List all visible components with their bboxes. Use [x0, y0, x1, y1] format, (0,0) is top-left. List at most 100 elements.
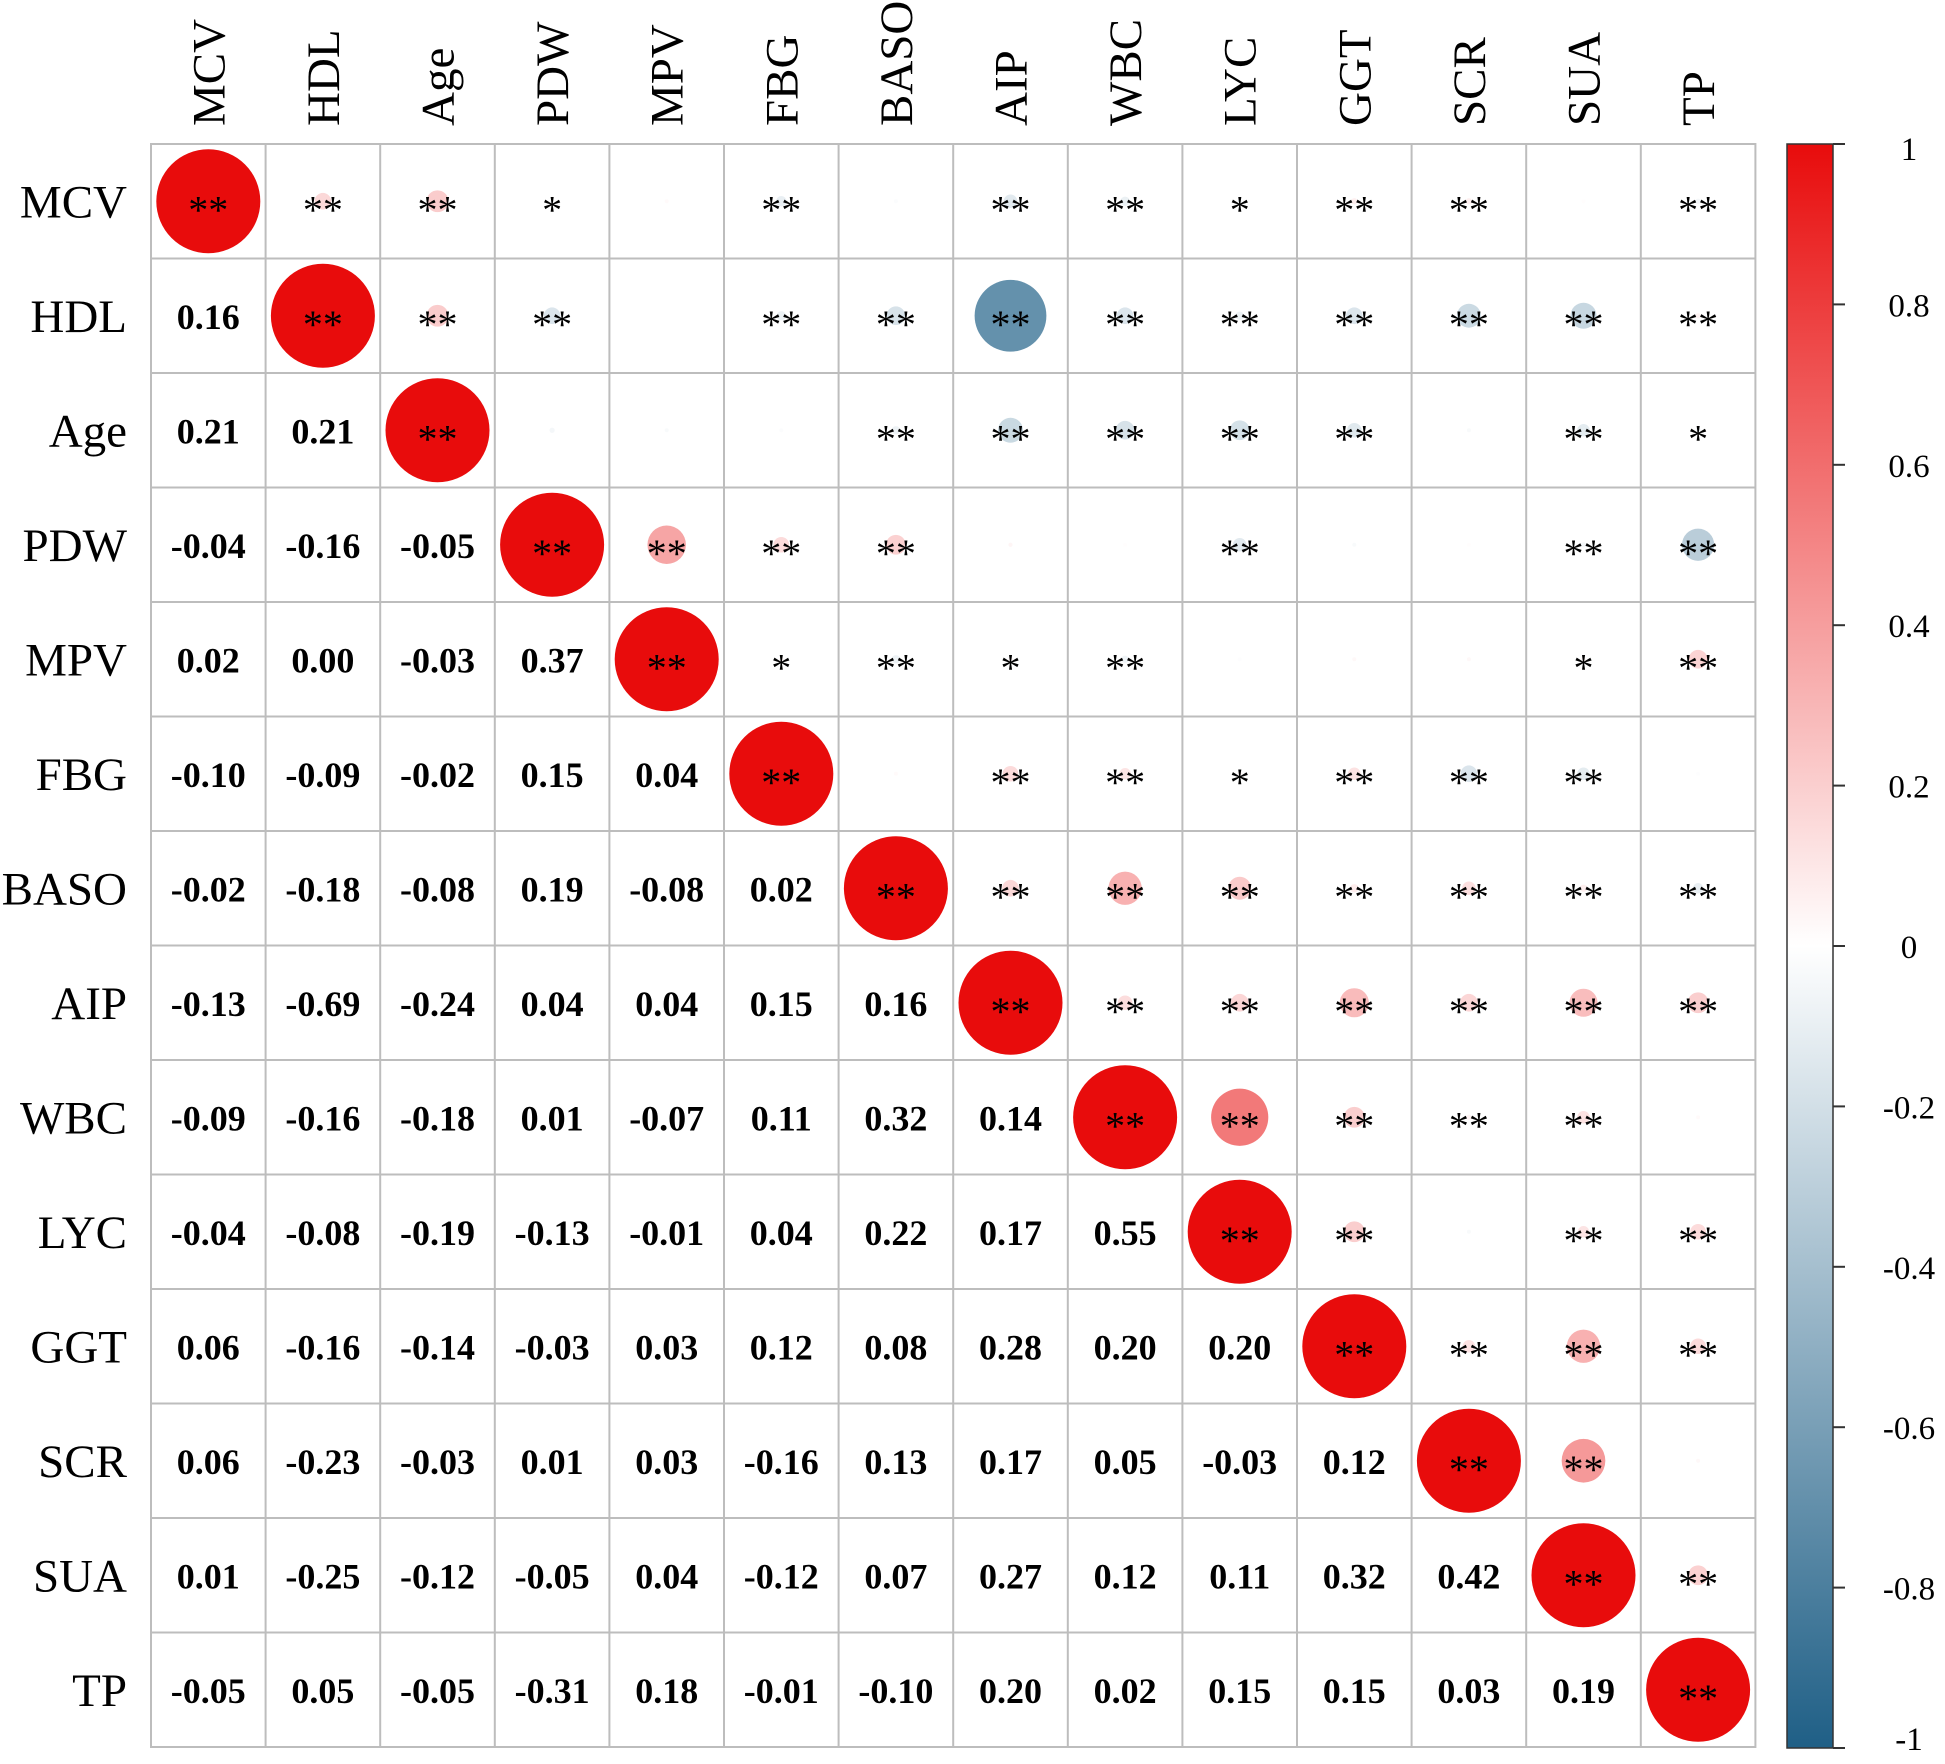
significance-marker: ** [1105, 416, 1145, 461]
correlation-circle [1352, 542, 1357, 547]
correlation-circle [426, 304, 449, 327]
correlation-circle [664, 313, 669, 318]
significance-marker: ** [1564, 760, 1604, 805]
correlation-value: -0.69 [285, 984, 360, 1024]
correlation-circle [1577, 424, 1590, 437]
correlation-value: -0.14 [400, 1327, 475, 1367]
correlation-value: 0.03 [635, 1327, 698, 1367]
correlation-circle [1302, 1294, 1407, 1399]
row-label: Age [49, 405, 127, 457]
colorbar-tick-label: -1 [1895, 1722, 1923, 1758]
column-label: FBG [756, 35, 808, 126]
significance-marker: ** [1220, 531, 1260, 576]
significance-marker: ** [1564, 1447, 1604, 1492]
column-label: Age [413, 48, 465, 126]
correlation-value: -0.24 [400, 984, 475, 1024]
significance-marker: ** [1678, 874, 1718, 919]
colorbar: 1 0.8 0.6 0.4 0.2 0 -0.2 -0.4 -0.6 -0.8 -1 [1786, 132, 1935, 1758]
correlation-circle [1577, 1111, 1590, 1124]
correlation-circle [1350, 884, 1359, 893]
column-label: HDL [298, 29, 350, 126]
colorbar-tick-label: 0.6 [1888, 449, 1929, 485]
correlation-circle [1347, 422, 1362, 438]
correlation-value: 0.01 [521, 1098, 584, 1138]
correlation-circle [1460, 993, 1478, 1012]
correlation-circle [891, 426, 901, 435]
correlation-circle [426, 190, 449, 213]
correlation-value: 0.11 [751, 1098, 812, 1138]
column-label: TP [1673, 71, 1725, 126]
correlation-circle [1008, 657, 1013, 662]
correlation-circle [647, 525, 686, 564]
significance-marker: ** [532, 531, 572, 576]
correlation-value: 0.04 [635, 1556, 698, 1596]
correlation-value: 0.11 [1209, 1556, 1270, 1596]
correlation-circle [1002, 765, 1019, 782]
correlation-value: -0.13 [515, 1213, 590, 1253]
correlation-circle [1566, 1329, 1601, 1363]
correlation-circle [1352, 657, 1357, 662]
correlation-value: 0.21 [291, 411, 354, 451]
correlation-circle [1228, 876, 1252, 900]
correlation-circle [886, 534, 906, 555]
correlation-value: -0.16 [285, 1327, 360, 1367]
correlation-value: 0.22 [864, 1213, 927, 1253]
correlation-circle [664, 199, 669, 204]
correlation-value: -0.18 [285, 869, 360, 909]
significance-marker: ** [1449, 1103, 1489, 1148]
significance-marker: ** [991, 416, 1031, 461]
correlation-value: -0.01 [744, 1671, 819, 1711]
correlation-circle [1121, 655, 1129, 663]
significance-marker: ** [1564, 989, 1604, 1034]
correlation-value: 0.02 [177, 640, 240, 680]
correlation-circle [1115, 420, 1135, 440]
correlation-value: -0.18 [400, 1098, 475, 1138]
significance-marker: ** [1105, 302, 1145, 347]
significance-marker: ** [188, 187, 228, 232]
significance-marker: ** [1334, 989, 1374, 1034]
correlation-value: 0.28 [979, 1327, 1042, 1367]
correlation-value: 0.04 [635, 755, 698, 795]
correlation-circle [998, 417, 1023, 443]
correlation-value: 0.12 [1094, 1556, 1157, 1596]
matrix-grid [150, 143, 1757, 1748]
correlation-circle [549, 427, 555, 433]
correlation-circle [1229, 420, 1250, 441]
correlation-value: 0.02 [750, 869, 813, 909]
row-label: AIP [51, 978, 127, 1030]
significance-marker: ** [1220, 874, 1260, 919]
correlation-value: 0.08 [864, 1327, 927, 1367]
correlation-value: 0.06 [177, 1327, 240, 1367]
correlation-circle [1230, 993, 1249, 1012]
correlation-circle [1687, 992, 1709, 1014]
correlation-circle [1577, 1226, 1590, 1238]
significance-marker: ** [876, 645, 916, 690]
correlation-circle [1237, 657, 1242, 662]
colorbar-tick-label: -0.4 [1883, 1251, 1935, 1287]
correlation-circle [314, 192, 332, 210]
correlation-circle [1690, 1223, 1706, 1240]
significance-marker: ** [1678, 989, 1718, 1034]
significance-marker: ** [303, 302, 343, 347]
correlation-value: 0.06 [177, 1442, 240, 1482]
correlation-value: -0.01 [629, 1213, 704, 1253]
correlation-value: -0.09 [171, 1098, 246, 1138]
correlation-value: 0.32 [864, 1098, 927, 1138]
correlation-value: 0.20 [1208, 1327, 1271, 1367]
significance-marker: ** [1220, 989, 1260, 1034]
significance-marker: ** [1334, 1103, 1374, 1148]
significance-marker: ** [876, 874, 916, 919]
correlation-value: 0.15 [1323, 1671, 1386, 1711]
correlation-circle [1466, 1229, 1471, 1234]
significance-marker: ** [761, 760, 801, 805]
significance-marker: ** [991, 187, 1031, 232]
correlation-circle [1119, 768, 1131, 780]
correlation-value: 0.03 [635, 1442, 698, 1482]
correlation-circle [1456, 303, 1481, 328]
correlation-value: 0.13 [864, 1442, 927, 1482]
correlation-circle [779, 657, 784, 662]
correlation-value: 0.15 [750, 984, 813, 1024]
row-label: MCV [20, 176, 127, 228]
significance-marker: ** [1105, 989, 1145, 1034]
